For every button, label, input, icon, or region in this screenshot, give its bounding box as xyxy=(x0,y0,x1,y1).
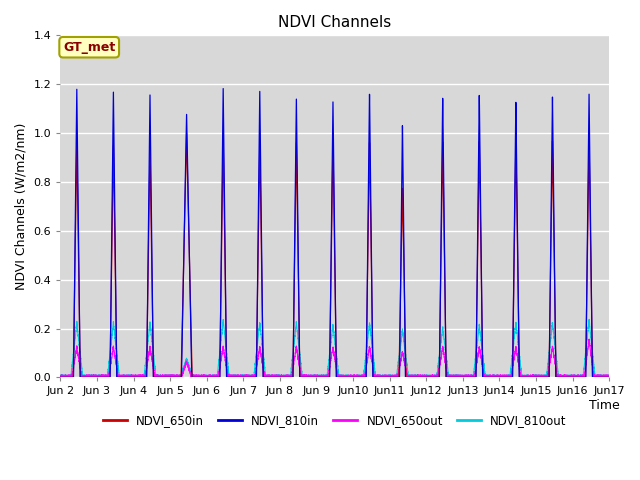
X-axis label: Time: Time xyxy=(589,399,620,412)
Text: GT_met: GT_met xyxy=(63,41,115,54)
Y-axis label: NDVI Channels (W/m2/nm): NDVI Channels (W/m2/nm) xyxy=(15,123,28,290)
Legend: NDVI_650in, NDVI_810in, NDVI_650out, NDVI_810out: NDVI_650in, NDVI_810in, NDVI_650out, NDV… xyxy=(98,409,572,432)
Title: NDVI Channels: NDVI Channels xyxy=(278,15,392,30)
